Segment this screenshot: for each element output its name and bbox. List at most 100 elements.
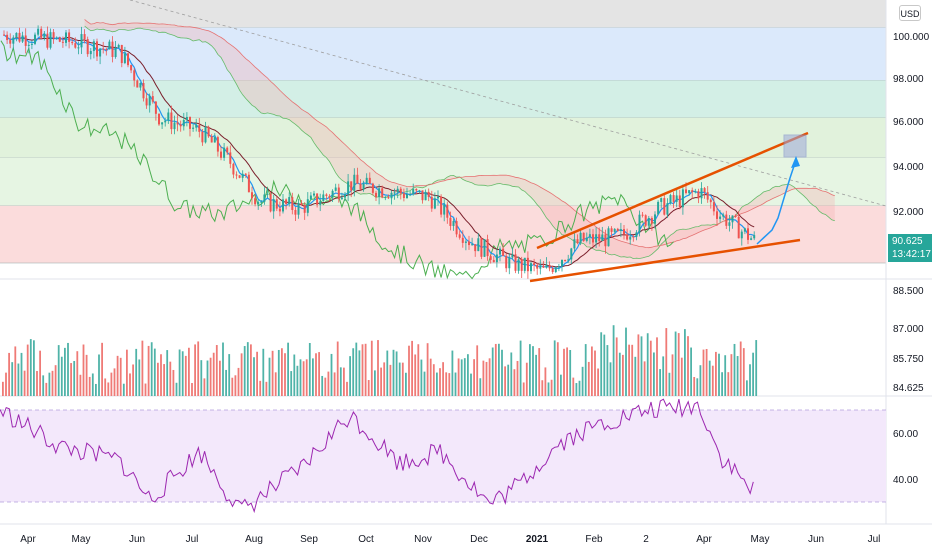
candle-body [517, 259, 520, 271]
candle-body [387, 197, 390, 199]
volume-bar [246, 342, 249, 396]
volume-bar [95, 383, 97, 396]
candle-body [669, 195, 672, 204]
volume-bar [262, 348, 265, 396]
volume-bar [516, 360, 519, 396]
candle-body [254, 198, 257, 205]
candle-body [703, 188, 706, 193]
volume-bar [525, 362, 528, 396]
candle-body [740, 231, 743, 239]
candle-body [415, 188, 418, 191]
volume-bar [631, 344, 634, 396]
volume-bar [215, 345, 218, 396]
volume-bar [23, 370, 26, 396]
volume-bar [541, 380, 544, 396]
volume-bar [529, 344, 531, 396]
candle-body [384, 197, 387, 199]
candle-body [402, 193, 405, 199]
candle-body [322, 194, 325, 202]
volume-bar [107, 382, 110, 396]
time-axis-label: Apr [696, 534, 712, 545]
candle-body [216, 137, 219, 152]
candle-body [347, 181, 350, 195]
volume-bar [26, 344, 29, 396]
candle-body [585, 237, 588, 241]
candle-body [123, 53, 126, 64]
volume-bar [656, 337, 658, 396]
candle-body [421, 190, 424, 201]
candle-body [9, 40, 12, 44]
volume-bar [643, 361, 646, 396]
volume-bar [355, 342, 358, 396]
candle-body [638, 214, 641, 233]
volume-bar [550, 379, 553, 396]
volume-bar [150, 342, 153, 396]
volume-bar [33, 340, 35, 396]
volume-bar [445, 372, 448, 396]
candle-body [325, 194, 328, 196]
volume-bar [200, 360, 203, 396]
volume-bar [11, 362, 14, 396]
volume-bar [73, 360, 76, 396]
candle-body [331, 190, 334, 198]
candle-body [127, 53, 129, 66]
volume-bar [488, 358, 491, 396]
volume-bar [138, 359, 141, 396]
volume-bar [45, 382, 48, 396]
volume-bar [104, 378, 107, 396]
volume-bar [39, 350, 41, 396]
candles [3, 25, 756, 279]
candle-body [257, 202, 260, 205]
candle-body [362, 183, 365, 190]
candle-body [502, 248, 505, 256]
time-axis-label: 2 [643, 534, 649, 545]
price-axis-label: 84.625 [893, 383, 924, 394]
candle-body [282, 199, 284, 212]
target-box [783, 134, 807, 158]
candle-body [251, 192, 253, 199]
volume-bar [711, 365, 714, 396]
candle-body [201, 131, 204, 143]
candle-body [313, 193, 315, 196]
candle-body [719, 216, 722, 219]
candle-body [722, 214, 725, 217]
time-axis-label: Oct [358, 534, 374, 545]
volume-bar [687, 336, 689, 396]
candle-body [688, 190, 691, 194]
volume-bar [141, 340, 144, 396]
time-axis-label: Jul [186, 534, 199, 545]
volume-bar [383, 362, 386, 396]
candle-body [55, 37, 58, 39]
candle-body [368, 177, 371, 184]
candle-body [551, 268, 554, 272]
volume-bar [460, 359, 463, 396]
volume-bar [29, 339, 32, 396]
volume-bar [578, 380, 581, 396]
volume-bar [126, 349, 128, 396]
candle-body [623, 229, 625, 235]
fib-zone-5 [0, 205, 886, 263]
candle-body [195, 124, 198, 128]
volume-bar [57, 345, 60, 396]
candle-body [151, 96, 154, 102]
volume-bar [8, 352, 10, 396]
candle-body [712, 202, 715, 212]
candle-body [241, 173, 244, 178]
candle-body [635, 232, 638, 237]
candle-body [650, 218, 653, 224]
currency-button[interactable]: USD [899, 5, 921, 21]
candle-body [61, 41, 64, 43]
candle-body [89, 51, 92, 55]
volume-bar [417, 344, 420, 396]
candle-body [561, 260, 563, 267]
volume-bar [98, 354, 100, 396]
candle-body [731, 215, 734, 223]
candle-body [105, 48, 108, 50]
candle-body [52, 32, 55, 39]
volume-bar [510, 352, 513, 396]
candle-body [412, 188, 415, 195]
candle-body [706, 192, 709, 200]
volume-bar [705, 348, 708, 396]
volume-bar [364, 343, 367, 396]
